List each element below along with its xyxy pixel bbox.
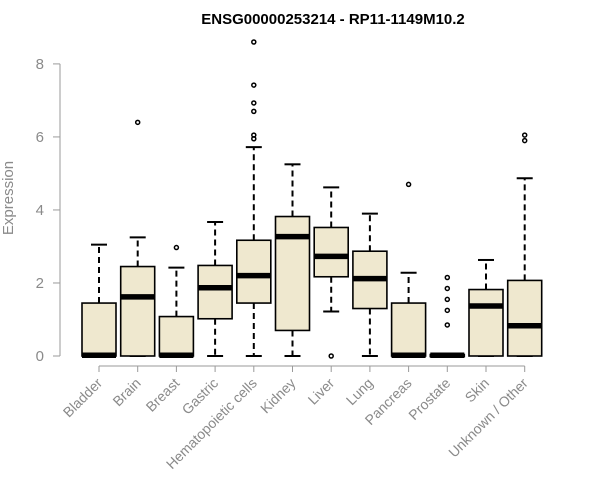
- y-tick-label: 4: [36, 202, 44, 219]
- x-tick-label: Lung: [343, 375, 376, 408]
- box-breast: [158, 244, 195, 359]
- box-bladder: [81, 243, 117, 359]
- box-skin: [468, 258, 504, 357]
- box-hematopoietic-cells: [236, 39, 272, 357]
- outlier-point: [173, 244, 180, 251]
- outlier-point: [444, 274, 451, 281]
- box-lung: [352, 212, 388, 357]
- box-iqr: [81, 302, 117, 357]
- box-iqr: [390, 302, 427, 357]
- box-gastric: [197, 221, 233, 357]
- y-tick-label: 6: [36, 129, 44, 146]
- y-axis: 0 2 4 6 8: [36, 56, 61, 365]
- outlier-point: [251, 39, 257, 45]
- box-iqr: [506, 279, 543, 357]
- box-unknown-other: [506, 132, 543, 357]
- x-tick-label: Bladder: [60, 375, 106, 421]
- outlier-point: [444, 296, 451, 303]
- box-iqr: [313, 226, 350, 278]
- box-iqr: [119, 265, 156, 357]
- outlier-point: [251, 82, 257, 88]
- outlier-point: [444, 322, 451, 328]
- x-tick-label: Liver: [305, 375, 338, 408]
- box-series: [81, 39, 543, 359]
- x-tick-label: Skin: [462, 375, 493, 406]
- chart-title: ENSG00000253214 - RP11-1149M10.2: [201, 11, 465, 28]
- y-tick-label: 8: [36, 56, 44, 73]
- box-prostate: [429, 274, 466, 359]
- outlier-point: [444, 307, 451, 314]
- box-iqr: [197, 264, 233, 320]
- box-iqr: [274, 215, 311, 332]
- outlier-point: [251, 100, 257, 106]
- outlier-point: [521, 137, 528, 144]
- y-tick-label: 2: [36, 275, 44, 292]
- outlier-point: [521, 132, 528, 138]
- box-kidney: [274, 163, 311, 357]
- box-brain: [119, 119, 156, 357]
- outlier-point: [405, 181, 412, 188]
- x-tick-label: Prostate: [405, 375, 453, 423]
- x-tick-label: Brain: [109, 375, 143, 409]
- box-iqr: [468, 288, 504, 357]
- outlier-point: [444, 285, 451, 292]
- x-tick-label: Breast: [143, 375, 183, 415]
- box-iqr: [158, 315, 195, 357]
- y-axis-label: Expression: [0, 161, 17, 235]
- box-iqr: [236, 239, 272, 304]
- box-pancreas: [390, 181, 427, 359]
- outlier-point: [328, 353, 334, 359]
- y-tick-label: 0: [36, 348, 44, 365]
- outlier-point: [251, 132, 257, 138]
- outlier-point: [251, 108, 257, 115]
- outlier-point: [134, 119, 141, 126]
- x-tick-label: Kidney: [257, 375, 299, 417]
- box-liver: [313, 186, 350, 359]
